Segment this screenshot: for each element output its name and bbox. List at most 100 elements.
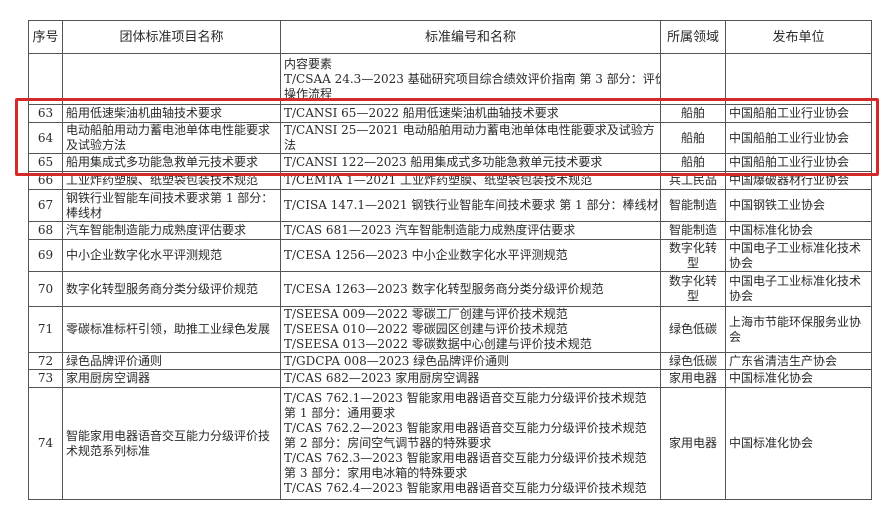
publisher: 中国船舶工业行业协会 <box>725 153 872 172</box>
row-number: 66 <box>28 171 63 190</box>
publisher: 中国标准化协会 <box>725 387 872 500</box>
project-name: 船用低速柴油机曲轴技术要求 <box>62 104 281 123</box>
row-number: 63 <box>28 104 63 123</box>
standard-names: T/CAS 682—2023 家用厨房空调器 <box>280 369 661 388</box>
project-name: 数字化转型服务商分类分级评价规范 <box>62 271 281 307</box>
field-domain: 智能制造 <box>660 221 726 240</box>
field-domain: 数字化转型 <box>660 239 726 272</box>
project-name: 钢铁行业智能车间技术要求第 1 部分：棒线材 <box>62 189 281 222</box>
standard-names: T/CISA 147.1—2021 钢铁行业智能车间技术要求 第 1 部分：棒线… <box>280 189 661 222</box>
project-name <box>62 53 281 105</box>
row-number: 65 <box>28 153 63 172</box>
standard-names: T/CANSI 65—2022 船用低速柴油机曲轴技术要求 <box>280 104 661 123</box>
standard-line: T/CAS 681—2023 汽车智能制造能力成熟度评估要求 <box>284 223 576 237</box>
project-name: 船用集成式多功能急救单元技术要求 <box>62 153 281 172</box>
table-row: 71 零碳标准标杆引领，助推工业绿色发展 T/SEESA 009—2022 零碳工厂… <box>28 306 872 353</box>
project-name: 智能家用电器语音交互能力分级评价技术规范系列标准 <box>62 387 281 500</box>
standard-line: 第 3 部分：家用电冰箱的特殊要求 <box>284 466 468 480</box>
standard-names: T/CAS 762.1—2023 智能家用电器语音交互能力分级评价技术规范第 1… <box>280 387 661 500</box>
table-row: 73 家用厨房空调器 T/CAS 682—2023 家用厨房空调器 家用电器 中国标准化… <box>28 369 872 388</box>
row-number: 74 <box>28 387 63 500</box>
standard-line: 内容要素 <box>284 56 333 71</box>
table-row: 66 工业炸药塑膜、纸塑袋包装技术规范 T/CEMTA 1—2021 工业炸药塑膜、… <box>28 171 872 190</box>
project-name: 零碳标准标杆引领，助推工业绿色发展 <box>62 306 281 353</box>
standard-line: T/CANSI 25—2021 电动船舶用动力蓄电池单体电性能要求及试验方 <box>284 123 655 138</box>
table-row: 64 电动船舶用动力蓄电池单体电性能要求及试验方法 T/CANSI 25—2021 … <box>28 122 872 154</box>
standard-line: T/CESA 1263—2023 数字化转型服务商分类分级评价规范 <box>284 281 604 296</box>
standard-line: T/CAS 762.3—2023 智能家用电器语音交互能力分级评价技术规范 <box>284 451 647 465</box>
publisher <box>725 53 872 105</box>
header-field: 所属领域 <box>660 20 726 54</box>
field-domain: 兵工民品 <box>660 171 726 190</box>
standard-line: T/CAS 762.2—2023 智能家用电器语音交互能力分级评价技术规范 <box>284 421 647 435</box>
row-number: 67 <box>28 189 63 222</box>
field-domain <box>660 53 726 105</box>
row-number: 69 <box>28 239 63 272</box>
field-domain: 绿色低碳 <box>660 352 726 370</box>
project-name: 绿色品牌评价通则 <box>62 352 281 370</box>
table-row: 69 中小企业数字化水平评测规范 T/CESA 1256—2023 中小企业数字化水… <box>28 239 872 272</box>
standard-names: T/CEMTA 1—2021 工业炸药塑膜、纸塑袋包装技术规范 <box>280 171 661 190</box>
row-number: 68 <box>28 221 63 240</box>
standard-names: T/SEESA 009—2022 零碳工厂创建与评价技术规范 T/SEESA 01… <box>280 306 661 353</box>
publisher: 中国船舶工业行业协会 <box>725 104 872 123</box>
field-domain: 船舶 <box>660 122 726 154</box>
standard-line: T/CAS 762.4—2023 智能家用电器语音交互能力分级评价技术规范 <box>284 481 647 495</box>
field-domain: 绿色低碳 <box>660 306 726 353</box>
standard-names: T/CAS 681—2023 汽车智能制造能力成熟度评估要求 <box>280 221 661 240</box>
table-row: 68 汽车智能制造能力成熟度评估要求 T/CAS 681—2023 汽车智能制造能力… <box>28 221 872 240</box>
table-row: 67 钢铁行业智能车间技术要求第 1 部分：棒线材 T/CISA 147.1—202… <box>28 189 872 222</box>
publisher: 中国标准化协会 <box>725 221 872 240</box>
standard-line: T/GDCPA 008—2023 绿色品牌评价通则 <box>284 353 510 368</box>
standard-line: 第 1 部分：通用要求 <box>284 406 396 420</box>
standard-names: T/CESA 1256—2023 中小企业数字化水平评测规范 <box>280 239 661 272</box>
header-project: 团体标准项目名称 <box>62 20 281 54</box>
standard-names: T/CANSI 25—2021 电动船舶用动力蓄电池单体电性能要求及试验方法 <box>280 122 661 154</box>
standard-line: T/CSAA 24.3—2023 基础研究项目综合绩效评价指南 第 3 部分：评… <box>284 71 661 86</box>
row-number <box>28 53 63 105</box>
row-number: 64 <box>28 122 63 154</box>
standard-line: T/SEESA 013—2022 零碳数据中心创建与评价技术规范 <box>284 337 592 351</box>
table-row: 70 数字化转型服务商分类分级评价规范 T/CESA 1263—2023 数字化转型… <box>28 271 872 307</box>
standard-names: T/CESA 1263—2023 数字化转型服务商分类分级评价规范 <box>280 271 661 307</box>
standard-line: T/CEMTA 1—2021 工业炸药塑膜、纸塑袋包装技术规范 <box>284 173 593 187</box>
publisher: 上海市节能环保服务业协会 <box>725 306 872 353</box>
project-name: 汽车智能制造能力成熟度评估要求 <box>62 221 281 240</box>
row-number: 70 <box>28 271 63 307</box>
table-row: 65 船用集成式多功能急救单元技术要求 T/CANSI 122—2023 船用集成式… <box>28 153 872 172</box>
field-domain: 智能制造 <box>660 189 726 222</box>
row-number: 73 <box>28 369 63 388</box>
row-number: 71 <box>28 306 63 353</box>
publisher: 中国船舶工业行业协会 <box>725 122 872 154</box>
table-row: 内容要素 T/CSAA 24.3—2023 基础研究项目综合绩效评价指南 第 3 … <box>28 53 872 105</box>
header-publisher: 发布单位 <box>725 20 872 54</box>
standard-names: 内容要素 T/CSAA 24.3—2023 基础研究项目综合绩效评价指南 第 3 … <box>280 53 661 105</box>
table-row: 74 智能家用电器语音交互能力分级评价技术规范系列标准 T/CAS 762.1—20… <box>28 387 872 500</box>
publisher: 中国电子工业标准化技术协会 <box>725 239 872 272</box>
publisher: 广东省清洁生产协会 <box>725 352 872 370</box>
standard-line: T/CAS 762.1—2023 智能家用电器语音交互能力分级评价技术规范 <box>284 391 647 405</box>
standard-line: T/SEESA 009—2022 零碳工厂创建与评价技术规范 <box>284 307 568 322</box>
project-name: 家用厨房空调器 <box>62 369 281 388</box>
standard-line: T/CISA 147.1—2021 钢铁行业智能车间技术要求 第 1 部分：棒线… <box>284 198 659 212</box>
header-no: 序号 <box>28 20 63 54</box>
standard-names: T/CANSI 122—2023 船用集成式多功能急救单元技术要求 <box>280 153 661 172</box>
standard-line: T/CANSI 65—2022 船用低速柴油机曲轴技术要求 <box>284 106 559 120</box>
standard-line: T/SEESA 010—2022 零碳园区创建与评价技术规范 <box>284 322 568 336</box>
publisher: 中国标准化协会 <box>725 369 872 388</box>
standard-line: 第 2 部分：房间空气调节器的特殊要求 <box>284 436 492 450</box>
standards-table: 序号 团体标准项目名称 标准编号和名称 所属领域 发布单位 内容要素 T/CSAA… <box>28 20 872 500</box>
standard-line: T/CESA 1256—2023 中小企业数字化水平评测规范 <box>284 248 568 262</box>
publisher: 中国爆破器材行业协会 <box>725 171 872 190</box>
publisher: 中国电子工业标准化技术协会 <box>725 271 872 307</box>
project-name: 工业炸药塑膜、纸塑袋包装技术规范 <box>62 171 281 190</box>
standard-line: T/CAS 682—2023 家用厨房空调器 <box>284 371 480 385</box>
field-domain: 船舶 <box>660 104 726 123</box>
field-domain: 数字化转型 <box>660 271 726 307</box>
standard-line: T/CANSI 122—2023 船用集成式多功能急救单元技术要求 <box>284 155 603 169</box>
publisher: 中国钢铁工业协会 <box>725 189 872 222</box>
header-standard: 标准编号和名称 <box>280 20 661 54</box>
field-domain: 家用电器 <box>660 387 726 500</box>
table-row: 72 绿色品牌评价通则 T/GDCPA 008—2023 绿色品牌评价通则 绿色低碳广… <box>28 352 872 370</box>
standard-names: T/GDCPA 008—2023 绿色品牌评价通则 <box>280 352 661 370</box>
